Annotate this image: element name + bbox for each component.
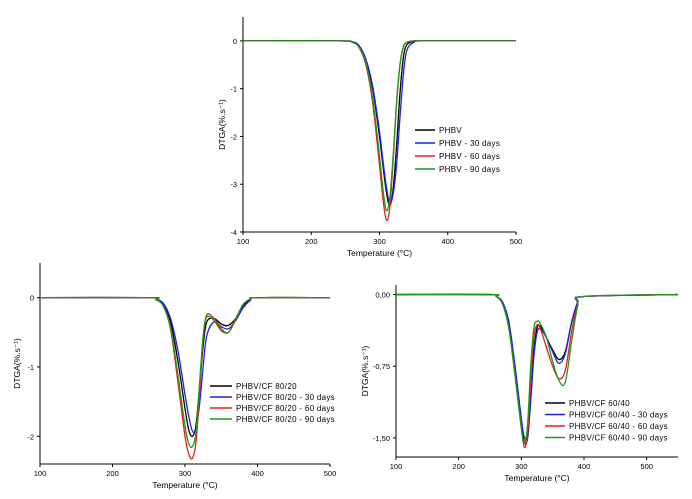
legend: PHBV PHBV - 30 days PHBV - 60 days PHBV - 9… (415, 126, 500, 174)
y-tick-label: -2 (230, 132, 237, 141)
legend-label: PHBV/CF 60/40 - 90 days (569, 434, 668, 443)
y-tick-label: 0,00 (375, 291, 390, 300)
y-tick-label: 0 (30, 294, 34, 303)
x-tick-label: 300 (373, 237, 386, 246)
x-axis-label: Temperature (°C) (152, 480, 217, 490)
legend-label: PHBV - 90 days (439, 165, 500, 174)
legend-label: PHBV/CF 60/40 - 30 days (569, 411, 668, 420)
y-tick-label: -2 (27, 432, 34, 441)
y-axis-label: DTGA(%.s⁻¹) (217, 99, 227, 150)
chart-3: 100 200 300 400 500 0,00 -0,75 -1,50 Temperature… (360, 285, 679, 483)
series-line-2 (395, 293, 679, 440)
y-axis-label: DTGA(%.s⁻¹) (360, 345, 370, 396)
chart-1: 100 200 300 400 500 0 -1 -2 -3 -4 Temperature (°C)… (217, 17, 522, 258)
x-axis-label: Temperature (°C) (347, 248, 412, 258)
series-line-4 (39, 296, 331, 448)
x-tick-label: 400 (251, 469, 264, 478)
y-tick-label: -4 (230, 228, 237, 237)
x-tick-label: 200 (305, 237, 318, 246)
x-tick-label: 300 (515, 462, 528, 471)
legend-label: PHBV/CF 60/40 (569, 399, 630, 408)
legend: PHBV/CF 60/40 PHBV/CF 60/40 - 30 days PHBV… (545, 399, 668, 443)
legend-label: PHBV - 30 days (439, 139, 500, 148)
series-line-1 (242, 40, 516, 207)
y-tick-label: -1 (27, 363, 34, 372)
legend-label: PHBV/CF 80/20 - 90 days (236, 415, 335, 424)
x-tick-label: 500 (324, 469, 337, 478)
series-line-3 (39, 296, 331, 460)
x-tick-label: 200 (452, 462, 465, 471)
x-tick-label: 100 (34, 469, 47, 478)
y-tick-label: -1 (230, 85, 237, 94)
y-tick-label: 0 (233, 37, 237, 46)
series-line-4 (242, 40, 516, 212)
legend-label: PHBV - 60 days (439, 152, 500, 161)
y-tick-label: -1,50 (373, 434, 390, 443)
series-line-4 (395, 293, 679, 444)
x-tick-label: 500 (510, 237, 523, 246)
series-line-2 (39, 296, 331, 434)
legend-label: PHBV/CF 60/40 - 60 days (569, 422, 668, 431)
x-tick-label: 100 (390, 462, 403, 471)
x-tick-label: 200 (106, 469, 119, 478)
x-tick-label: 500 (640, 462, 653, 471)
y-axis-label: DTGA(%.s⁻¹) (12, 338, 22, 389)
x-tick-label: 400 (441, 237, 454, 246)
x-tick-label: 300 (179, 469, 192, 478)
legend-label: PHBV/CF 80/20 (236, 382, 297, 391)
y-tick-label: -3 (230, 180, 237, 189)
y-tick-label: -0,75 (373, 362, 390, 371)
legend-label: PHBV (439, 126, 462, 135)
series-line-2 (242, 40, 516, 205)
x-tick-label: 100 (237, 237, 250, 246)
legend-label: PHBV/CF 80/20 - 30 days (236, 393, 335, 402)
legend-label: PHBV/CF 80/20 - 60 days (236, 404, 335, 413)
legend: PHBV/CF 80/20 PHBV/CF 80/20 - 30 days PHBV… (210, 382, 335, 424)
chart-2: 100 200 300 400 500 0 -1 -2 Temperature (°C) DTGA… (12, 263, 336, 490)
x-axis-label: Temperature (°C) (504, 473, 569, 483)
x-tick-label: 400 (578, 462, 591, 471)
